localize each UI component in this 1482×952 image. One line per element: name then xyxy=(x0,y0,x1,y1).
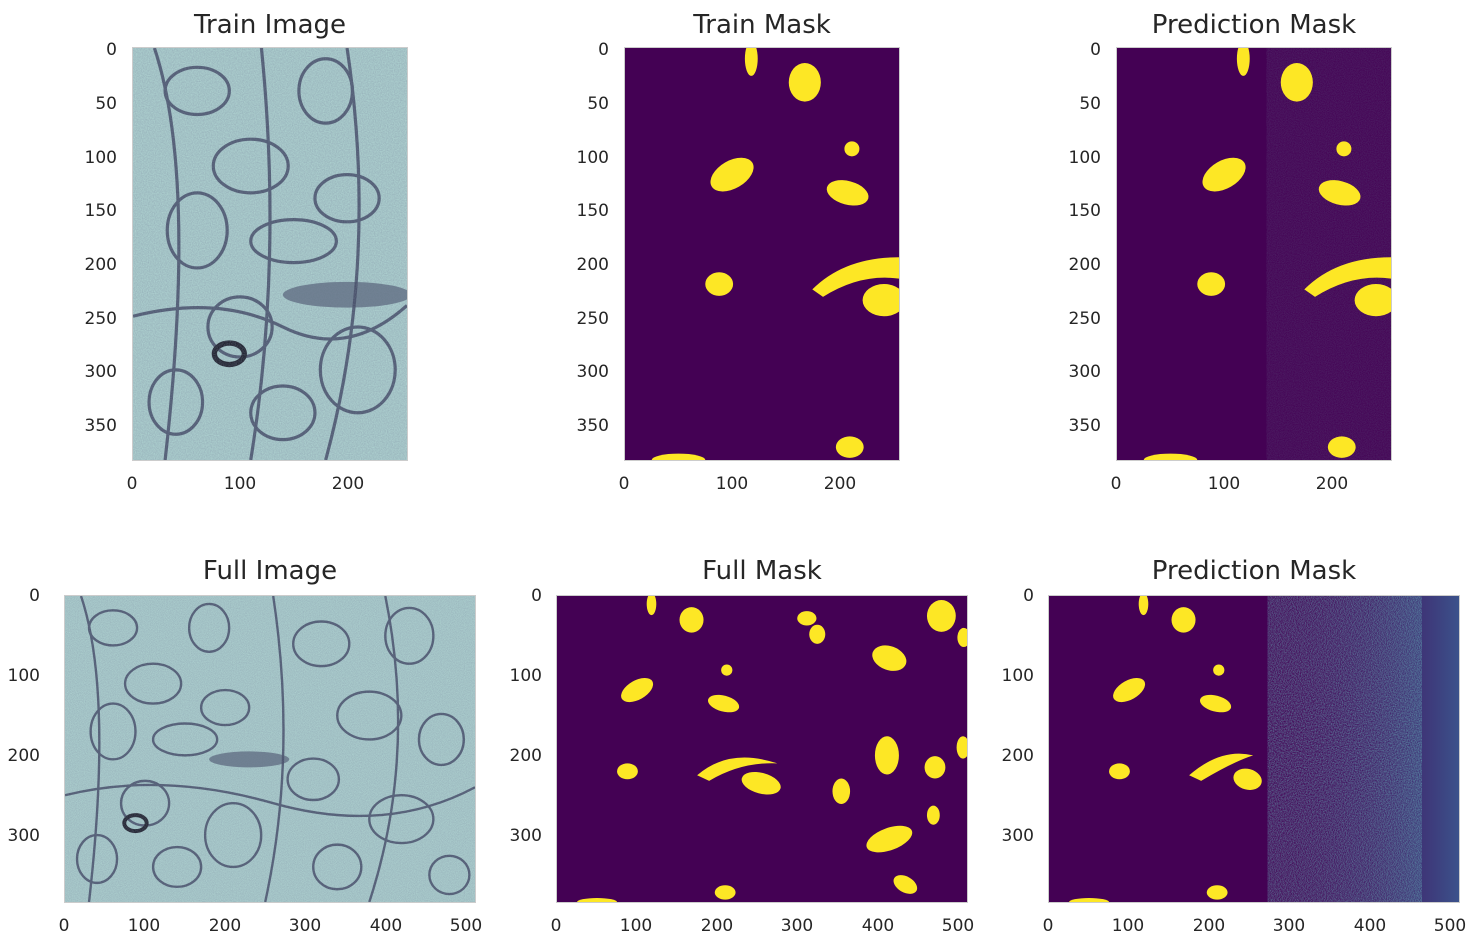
image-frame xyxy=(64,595,476,903)
segmentation-mask xyxy=(625,48,899,460)
y-tick: 100 xyxy=(1068,148,1101,168)
x-tick: 100 xyxy=(1207,474,1241,494)
y-tick: 350 xyxy=(1068,416,1101,436)
x-tick: 0 xyxy=(550,916,562,936)
panel-train-prediction: Prediction Mask xyxy=(982,0,1462,510)
panel-train-image: Train Image 0 xyxy=(0,0,470,510)
y-tick: 100 xyxy=(1001,666,1034,686)
x-tick: 100 xyxy=(619,916,653,936)
x-tick: 400 xyxy=(1353,916,1387,936)
image-frame xyxy=(624,47,900,461)
y-tick: 250 xyxy=(576,309,609,329)
y-tick: 200 xyxy=(576,255,609,275)
y-tick: 300 xyxy=(84,362,117,382)
y-tick: 50 xyxy=(1079,94,1101,114)
y-tick: 300 xyxy=(1068,362,1101,382)
x-tick: 200 xyxy=(331,474,365,494)
x-tick: 0 xyxy=(618,474,630,494)
x-tick: 400 xyxy=(369,916,403,936)
panel-title: Full Mask xyxy=(702,556,822,586)
y-tick: 300 xyxy=(576,362,609,382)
em-micrograph xyxy=(65,596,475,902)
y-tick: 150 xyxy=(84,201,117,221)
x-tick: 200 xyxy=(823,474,857,494)
x-tick: 0 xyxy=(58,916,70,936)
x-tick: 200 xyxy=(208,916,242,936)
panel-title: Prediction Mask xyxy=(1151,556,1357,586)
y-tick: 0 xyxy=(598,40,609,60)
y-tick: 200 xyxy=(509,746,542,766)
y-tick: 0 xyxy=(29,586,40,606)
y-tick: 100 xyxy=(576,148,609,168)
x-tick: 100 xyxy=(127,916,161,936)
y-tick: 250 xyxy=(84,309,117,329)
x-tick: 100 xyxy=(223,474,257,494)
x-tick: 300 xyxy=(1272,916,1306,936)
y-tick: 300 xyxy=(509,826,542,846)
image-frame xyxy=(1048,595,1460,903)
panel-title: Full Image xyxy=(202,556,338,586)
y-tick: 200 xyxy=(1001,746,1034,766)
y-tick: 50 xyxy=(587,94,609,114)
x-tick: 400 xyxy=(861,916,895,936)
y-tick: 100 xyxy=(7,666,40,686)
x-tick: 500 xyxy=(449,916,483,936)
y-tick: 150 xyxy=(1068,201,1101,221)
y-tick: 300 xyxy=(7,826,40,846)
panel-title: Prediction Mask xyxy=(1151,10,1357,40)
y-tick: 0 xyxy=(1023,586,1034,606)
panel-train-mask: Train Mask 0 50 100 150 200 250 300 35 xyxy=(490,0,960,510)
x-tick: 0 xyxy=(126,474,138,494)
x-tick: 500 xyxy=(941,916,975,936)
y-tick: 200 xyxy=(1068,255,1101,275)
image-frame xyxy=(556,595,968,903)
segmentation-mask xyxy=(557,596,967,902)
y-tick: 0 xyxy=(106,40,117,60)
y-tick: 350 xyxy=(84,416,117,436)
y-tick: 200 xyxy=(7,746,40,766)
image-frame xyxy=(132,47,408,461)
x-tick: 0 xyxy=(1110,474,1122,494)
x-tick: 100 xyxy=(1111,916,1145,936)
prediction-mask xyxy=(1117,48,1391,460)
y-tick: 350 xyxy=(576,416,609,436)
y-tick: 50 xyxy=(95,94,117,114)
x-tick: 0 xyxy=(1042,916,1054,936)
x-tick: 200 xyxy=(700,916,734,936)
y-tick: 250 xyxy=(1068,309,1101,329)
y-tick: 300 xyxy=(1001,826,1034,846)
y-tick: 0 xyxy=(531,586,542,606)
panel-title: Train Mask xyxy=(693,10,831,40)
y-tick: 200 xyxy=(84,255,117,275)
image-frame xyxy=(1116,47,1392,461)
x-tick: 300 xyxy=(288,916,322,936)
y-tick: 100 xyxy=(84,148,117,168)
y-tick: 100 xyxy=(509,666,542,686)
x-tick: 300 xyxy=(780,916,814,936)
em-micrograph xyxy=(133,48,407,460)
x-tick: 200 xyxy=(1315,474,1349,494)
x-tick: 200 xyxy=(1192,916,1226,936)
panel-full-mask: Full Mask xyxy=(492,546,982,946)
y-tick: 150 xyxy=(576,201,609,221)
y-tick: 0 xyxy=(1090,40,1101,60)
panel-full-image: Full Image xyxy=(0,546,490,946)
prediction-mask xyxy=(1049,596,1459,902)
x-tick: 100 xyxy=(715,474,749,494)
x-tick: 500 xyxy=(1433,916,1467,936)
panel-title: Train Image xyxy=(193,10,347,40)
panel-full-prediction: Prediction Mask xyxy=(984,546,1474,946)
